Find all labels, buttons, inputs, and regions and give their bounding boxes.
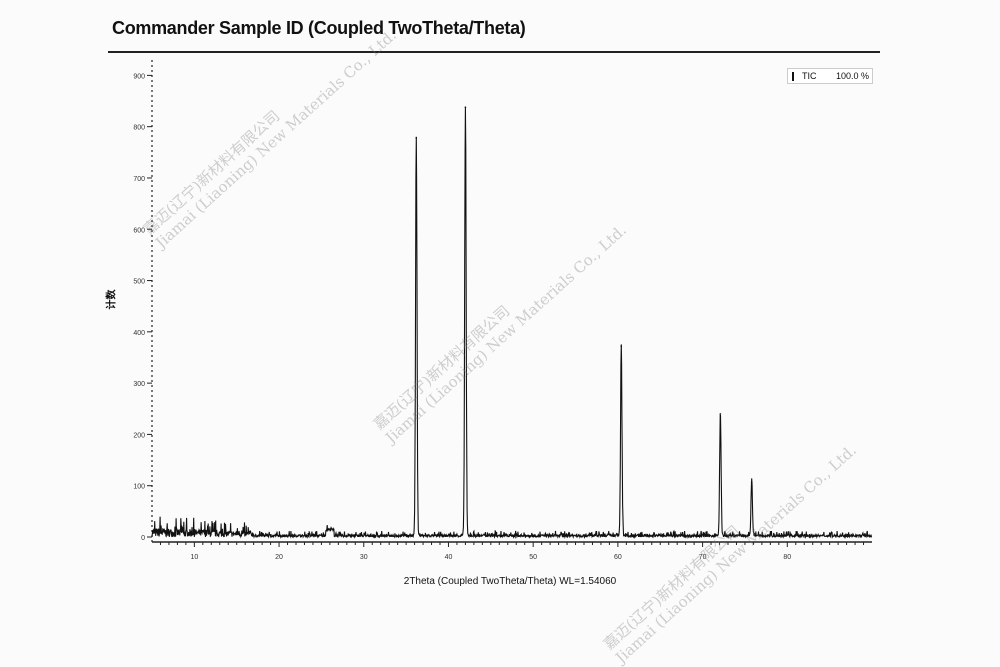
peak-point xyxy=(719,413,722,415)
y-axis-label: 计数 xyxy=(106,289,118,310)
y-tick-label: 300 xyxy=(133,381,145,388)
peak-point xyxy=(620,345,623,348)
peak-point xyxy=(415,137,418,139)
x-tick-label: 80 xyxy=(783,554,791,561)
x-tick-label: 50 xyxy=(529,554,537,561)
y-tick-label: 900 xyxy=(133,73,145,80)
y-tick-label: 200 xyxy=(133,432,145,439)
x-tick-label: 30 xyxy=(360,554,368,561)
y-tick-label: 700 xyxy=(133,176,145,183)
legend: TIC 100.0 % xyxy=(787,68,873,84)
legend-series-name: TIC xyxy=(802,71,817,81)
peak-point xyxy=(750,481,753,483)
y-tick-label: 0 xyxy=(141,535,145,542)
x-tick-label: 20 xyxy=(275,554,283,561)
x-tick-label: 60 xyxy=(614,554,622,561)
plot-area: 0 100 200 300 400 500 600 700 800 900 10 20 30 40 50 60… xyxy=(133,60,873,561)
x-axis-label: 2Theta (Coupled TwoTheta/Theta) WL=1.540… xyxy=(403,576,617,587)
legend-marker xyxy=(792,72,794,81)
title-rule xyxy=(108,51,880,53)
x-tick-label: 40 xyxy=(445,554,453,561)
x-tick-label: 70 xyxy=(699,554,707,561)
peak-point xyxy=(464,106,467,108)
x-tick-label: 10 xyxy=(190,554,198,561)
xrd-pattern-line xyxy=(151,107,873,540)
y-tick-label: 400 xyxy=(133,330,145,337)
y-tick-label: 800 xyxy=(133,125,145,132)
y-tick-label: 600 xyxy=(133,227,145,234)
y-tick-label: 500 xyxy=(133,279,145,286)
y-tick-label: 100 xyxy=(133,484,145,491)
legend-series-value: 100.0 % xyxy=(836,71,870,81)
chart-title: Commander Sample ID (Coupled TwoTheta/Th… xyxy=(112,18,526,38)
